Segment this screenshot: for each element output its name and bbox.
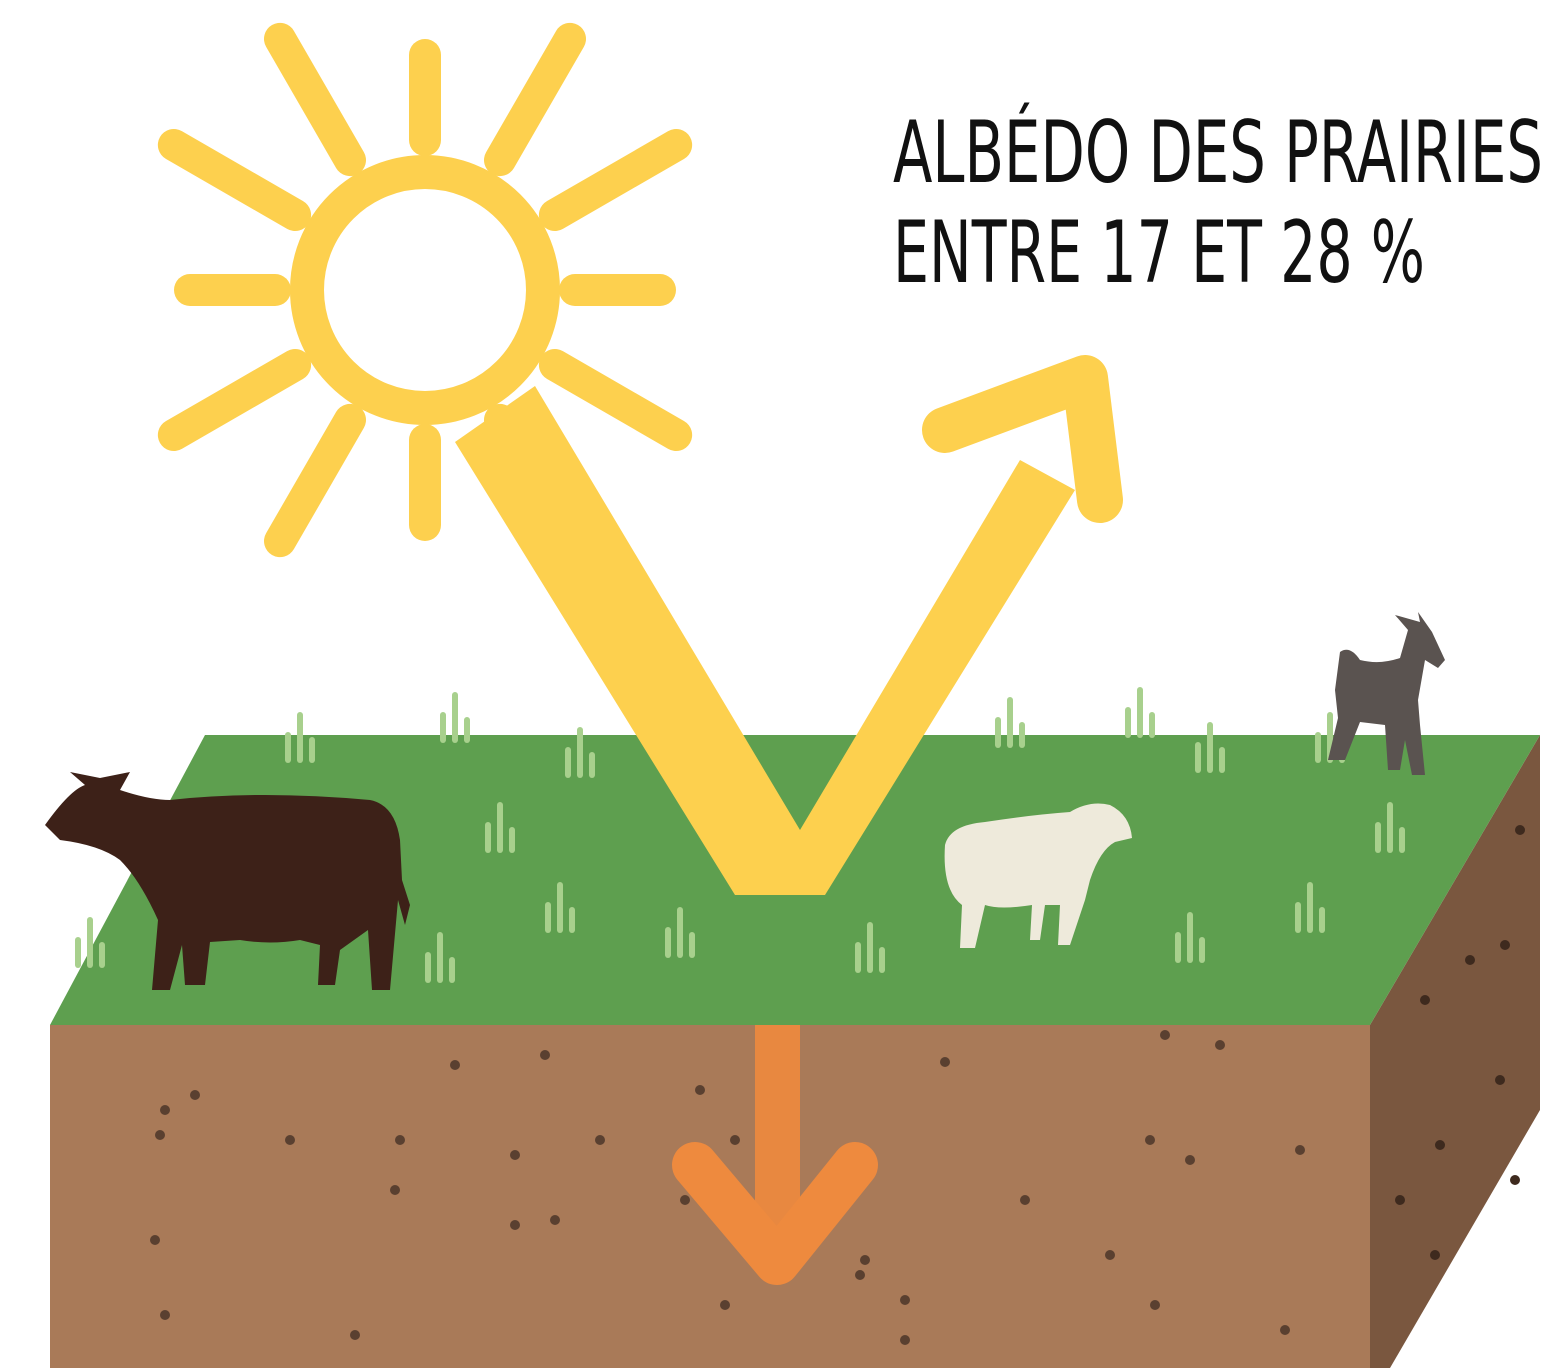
light-ray [455,355,1123,895]
soil-dot [730,1135,740,1145]
soil-dot [1150,1300,1160,1310]
soil-dot [1145,1135,1155,1145]
soil-dots [150,825,1525,1345]
title-line: ENTRE 17 ET 28 % [893,203,1425,303]
soil-dot [855,1270,865,1280]
soil-dot [695,1085,705,1095]
goat [1328,612,1445,775]
soil-dot [1495,1075,1505,1085]
soil-dot [160,1310,170,1320]
soil-dot [1510,1175,1520,1185]
soil-dot [450,1060,460,1070]
sun-ray [157,129,312,231]
soil-dot [350,1330,360,1340]
soil-dot [395,1135,405,1145]
soil-dot [1105,1250,1115,1260]
soil-side [1370,735,1540,1368]
soil-dot [540,1050,550,1060]
soil-dot [550,1215,560,1225]
sun-ray [264,22,366,177]
soil-dot [860,1255,870,1265]
soil-dot [510,1150,520,1160]
soil-dot [390,1185,400,1195]
soil-dot [1500,940,1510,950]
soil-dot [285,1135,295,1145]
soil-dot [1435,1140,1445,1150]
soil-dot [510,1220,520,1230]
cow [45,772,410,990]
soil-dot [1420,995,1430,1005]
soil-dot [1515,825,1525,835]
soil-dot [1185,1155,1195,1165]
soil-dot [940,1057,950,1067]
soil-dot [680,1195,690,1205]
sheep [944,803,1132,948]
soil-dot [1020,1195,1030,1205]
sun-ray [157,349,312,451]
soil-dot [595,1135,605,1145]
soil-dot [190,1090,200,1100]
sun-ray [264,403,366,558]
soil-dot [1395,1195,1405,1205]
sun-ray [538,129,693,231]
soil-dot [1295,1145,1305,1155]
soil-dot [1160,1030,1170,1040]
title-line: ALBÉDO DES PRAIRIES [893,102,1543,203]
sun-ray [538,349,693,451]
soil-dot [900,1295,910,1305]
soil-dot [1430,1250,1440,1260]
soil-dot [160,1105,170,1115]
sun-ray [484,22,586,177]
soil-dot [155,1130,165,1140]
sun [157,22,693,558]
soil-dot [150,1235,160,1245]
soil-dot [900,1335,910,1345]
soil-dot [1215,1040,1225,1050]
absorbed-arrow [672,1025,878,1285]
soil-dot [720,1300,730,1310]
soil-dot [1465,955,1475,965]
soil-dot [1280,1325,1290,1335]
